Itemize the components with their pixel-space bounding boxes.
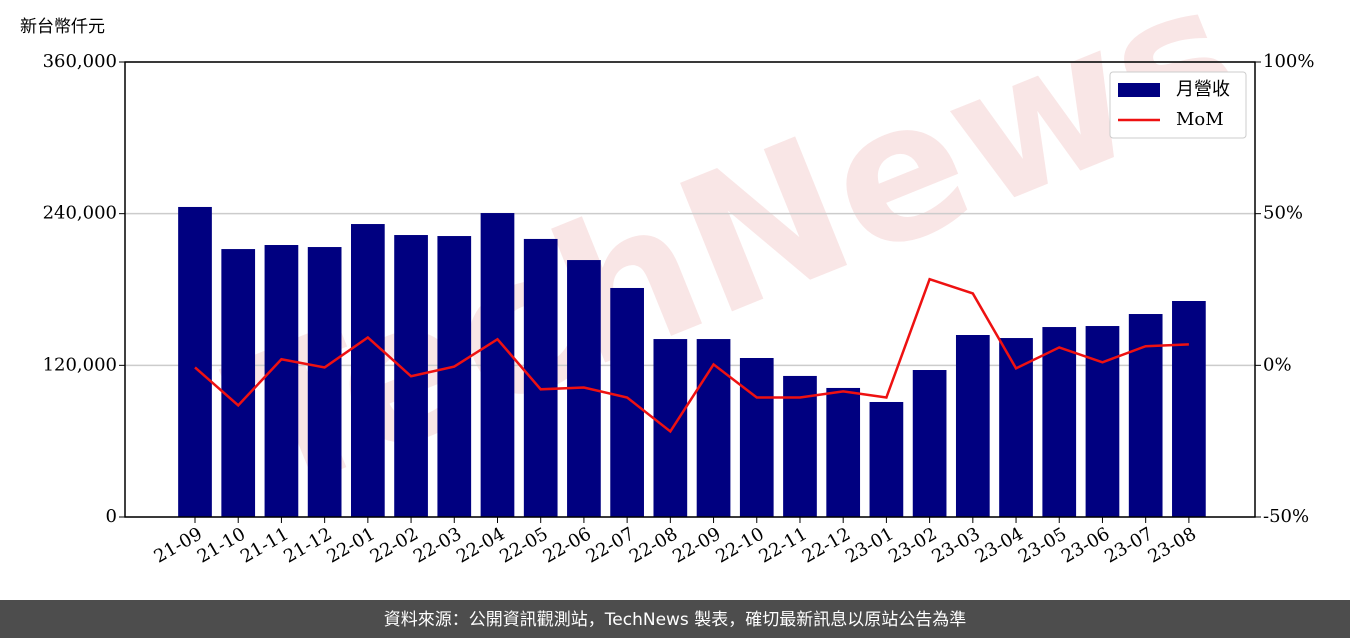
bar	[480, 213, 515, 517]
x-tick-label: 21-09	[151, 523, 206, 567]
x-tick-label: 23-06	[1058, 523, 1113, 567]
x-tick-label: 22-09	[669, 523, 724, 567]
x-tick-label: 23-03	[928, 523, 983, 567]
bar	[351, 224, 385, 517]
x-tick-label: 22-03	[410, 523, 465, 567]
x-tick-label: 22-10	[712, 523, 767, 567]
x-tick-label: 22-06	[539, 523, 594, 567]
bar	[653, 339, 688, 517]
x-tick-label: 22-08	[626, 523, 681, 567]
x-tick-label: 22-04	[453, 523, 508, 567]
bar	[437, 236, 472, 517]
bar	[221, 249, 256, 518]
bar	[610, 287, 644, 517]
x-tick-label: 21-10	[194, 523, 249, 567]
x-tick-label: 23-05	[1015, 523, 1070, 567]
y2-tick-label: 0%	[1263, 354, 1292, 375]
bar	[1128, 314, 1163, 517]
y-axis-label: 新台幣仟元	[20, 17, 105, 37]
bar	[307, 247, 342, 518]
bar	[739, 358, 774, 517]
bar	[912, 370, 947, 517]
x-tick-label: 22-02	[367, 523, 422, 567]
bar	[1085, 326, 1120, 517]
legend-label: MoM	[1176, 109, 1224, 130]
bar	[696, 339, 731, 517]
x-tick-label: 23-08	[1144, 523, 1199, 567]
x-tick-label: 22-07	[583, 523, 638, 567]
x-tick-label: 23-02	[885, 523, 940, 567]
line	[194, 277, 1189, 434]
bar	[178, 206, 212, 517]
x-tick-label: 22-12	[799, 523, 854, 567]
bar	[1042, 327, 1077, 517]
bar	[1172, 301, 1206, 517]
x-tick-label: 21-11	[237, 523, 292, 567]
x-tick-label: 23-01	[842, 523, 897, 567]
legend-label: 月營收	[1176, 79, 1230, 100]
x-tick-label: 22-11	[756, 523, 811, 567]
bar	[869, 401, 904, 517]
x-tick-label: 23-07	[1101, 523, 1156, 567]
y-tick-label: 360,000	[43, 51, 117, 72]
footer-text: 資料來源：公開資訊觀測站，TechNews 製表，確切最新訊息以原站公告為準	[384, 610, 966, 630]
bar	[523, 238, 558, 517]
bar	[999, 338, 1033, 517]
y2-tick-label: -50%	[1263, 506, 1309, 527]
bar	[264, 245, 299, 517]
x-tick-label: 22-01	[323, 523, 378, 567]
y2-tick-label: 100%	[1263, 51, 1314, 72]
footer-bar	[0, 600, 1350, 638]
bar	[955, 335, 990, 517]
y2-tick-label: 50%	[1263, 203, 1303, 224]
y-tick-label: 0	[106, 506, 117, 527]
legend-swatch	[1118, 83, 1160, 97]
y-tick-label: 240,000	[43, 203, 117, 224]
bar	[826, 387, 861, 517]
bar	[783, 375, 817, 517]
x-tick-label: 22-05	[496, 523, 551, 567]
plot-frame	[124, 61, 1256, 518]
x-tick-label: 23-04	[972, 523, 1027, 567]
y-tick-label: 120,000	[43, 354, 117, 375]
